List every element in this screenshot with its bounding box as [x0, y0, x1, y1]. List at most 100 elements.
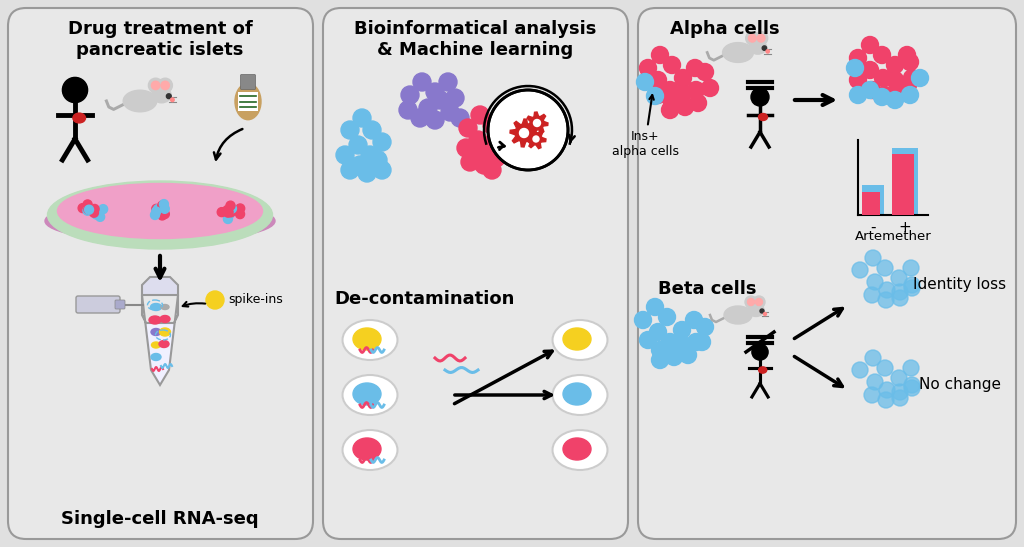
Circle shape — [223, 206, 232, 216]
Ellipse shape — [160, 316, 170, 323]
Ellipse shape — [151, 304, 162, 311]
Circle shape — [852, 362, 868, 378]
FancyBboxPatch shape — [238, 92, 258, 110]
Text: Beta cells: Beta cells — [658, 280, 757, 298]
Ellipse shape — [234, 83, 261, 120]
Circle shape — [904, 377, 920, 393]
Ellipse shape — [73, 113, 85, 123]
Circle shape — [890, 84, 906, 101]
Circle shape — [413, 73, 431, 91]
Ellipse shape — [151, 353, 161, 360]
Circle shape — [534, 136, 539, 142]
Circle shape — [677, 98, 693, 115]
Circle shape — [358, 164, 376, 182]
Circle shape — [887, 91, 903, 108]
Ellipse shape — [161, 305, 169, 310]
Circle shape — [850, 49, 866, 67]
Circle shape — [696, 318, 714, 335]
Polygon shape — [526, 129, 546, 149]
Circle shape — [646, 88, 664, 104]
Circle shape — [487, 149, 505, 167]
Text: De-contamination: De-contamination — [335, 290, 515, 308]
Circle shape — [519, 129, 528, 137]
Ellipse shape — [563, 383, 591, 405]
Circle shape — [217, 208, 226, 217]
Circle shape — [877, 260, 893, 276]
Ellipse shape — [342, 320, 397, 360]
Circle shape — [483, 116, 501, 134]
Circle shape — [861, 82, 879, 98]
Circle shape — [911, 69, 929, 86]
Circle shape — [336, 146, 354, 164]
Circle shape — [752, 344, 768, 360]
Circle shape — [419, 99, 437, 117]
Circle shape — [236, 210, 245, 219]
Circle shape — [226, 201, 234, 210]
Circle shape — [651, 352, 669, 369]
Ellipse shape — [152, 342, 161, 348]
Circle shape — [95, 212, 104, 222]
Circle shape — [158, 201, 167, 210]
Circle shape — [674, 322, 690, 339]
Circle shape — [98, 205, 108, 214]
FancyBboxPatch shape — [323, 8, 628, 539]
Text: Artemether: Artemether — [855, 230, 932, 243]
Circle shape — [640, 331, 656, 348]
Circle shape — [640, 60, 656, 77]
Circle shape — [471, 106, 489, 124]
Circle shape — [206, 291, 224, 309]
Circle shape — [756, 299, 763, 306]
Circle shape — [171, 98, 174, 102]
Circle shape — [878, 392, 894, 408]
Ellipse shape — [563, 328, 591, 350]
Circle shape — [471, 146, 489, 164]
Circle shape — [483, 161, 501, 179]
Circle shape — [461, 153, 479, 171]
Ellipse shape — [759, 367, 767, 373]
Circle shape — [901, 54, 919, 71]
Circle shape — [161, 204, 169, 213]
Circle shape — [225, 209, 234, 218]
Ellipse shape — [152, 87, 171, 103]
Ellipse shape — [724, 306, 752, 324]
Ellipse shape — [45, 200, 275, 242]
Circle shape — [903, 69, 921, 86]
Circle shape — [152, 81, 160, 90]
Circle shape — [361, 146, 379, 164]
Circle shape — [867, 374, 883, 390]
Text: +: + — [899, 220, 911, 235]
Circle shape — [877, 86, 894, 103]
Text: Alpha cells: Alpha cells — [670, 20, 779, 38]
Ellipse shape — [160, 328, 171, 336]
Circle shape — [158, 211, 167, 220]
Circle shape — [903, 260, 919, 276]
Circle shape — [664, 56, 681, 73]
Circle shape — [78, 203, 87, 213]
Circle shape — [903, 360, 919, 376]
Circle shape — [349, 136, 367, 154]
Circle shape — [446, 89, 464, 107]
Circle shape — [755, 32, 768, 45]
Circle shape — [675, 69, 691, 86]
Circle shape — [151, 211, 160, 219]
Circle shape — [892, 290, 908, 306]
Circle shape — [749, 34, 756, 42]
Circle shape — [431, 91, 449, 109]
Ellipse shape — [123, 90, 157, 112]
Circle shape — [152, 207, 161, 216]
Circle shape — [362, 121, 381, 139]
Circle shape — [693, 334, 711, 351]
Circle shape — [488, 90, 568, 170]
Polygon shape — [526, 112, 548, 133]
Ellipse shape — [553, 320, 607, 360]
Ellipse shape — [749, 40, 767, 54]
Ellipse shape — [57, 183, 262, 238]
Circle shape — [90, 205, 99, 213]
Circle shape — [762, 46, 767, 50]
Circle shape — [898, 46, 915, 63]
Circle shape — [887, 72, 903, 89]
Circle shape — [459, 119, 477, 137]
Circle shape — [637, 73, 653, 90]
Polygon shape — [142, 277, 178, 295]
Circle shape — [864, 287, 880, 303]
